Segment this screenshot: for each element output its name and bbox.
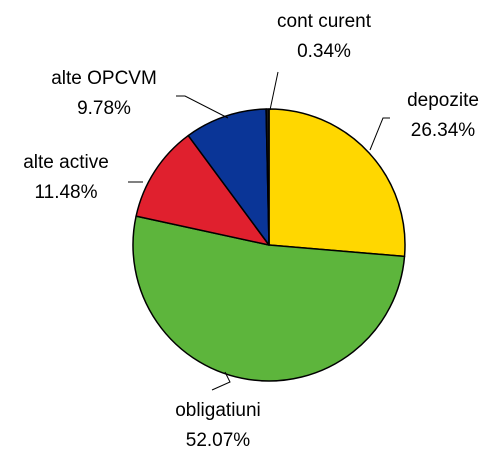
slice-label: cont curent — [277, 11, 372, 32]
pie-slice — [268, 108, 406, 258]
pie — [132, 108, 406, 382]
pie-slice — [135, 134, 270, 246]
slice-value: 26.34% — [411, 120, 476, 141]
slice-value: 11.48% — [34, 182, 97, 203]
slice-label: obligatiuni — [175, 400, 261, 421]
leader-line — [211, 371, 231, 391]
leader-line — [176, 95, 229, 119]
pie-slice — [132, 215, 406, 382]
leader-line — [269, 71, 279, 111]
slice-label: depozite — [407, 90, 479, 111]
leader-line — [369, 117, 390, 151]
slice-value: 9.78% — [77, 98, 131, 119]
slice-value: 0.34% — [297, 41, 351, 62]
slice-value: 52.07% — [186, 430, 251, 451]
slice-label: alte active — [23, 152, 109, 173]
slice-label: alte OPCVM — [51, 68, 157, 89]
pie-slice — [265, 108, 270, 246]
